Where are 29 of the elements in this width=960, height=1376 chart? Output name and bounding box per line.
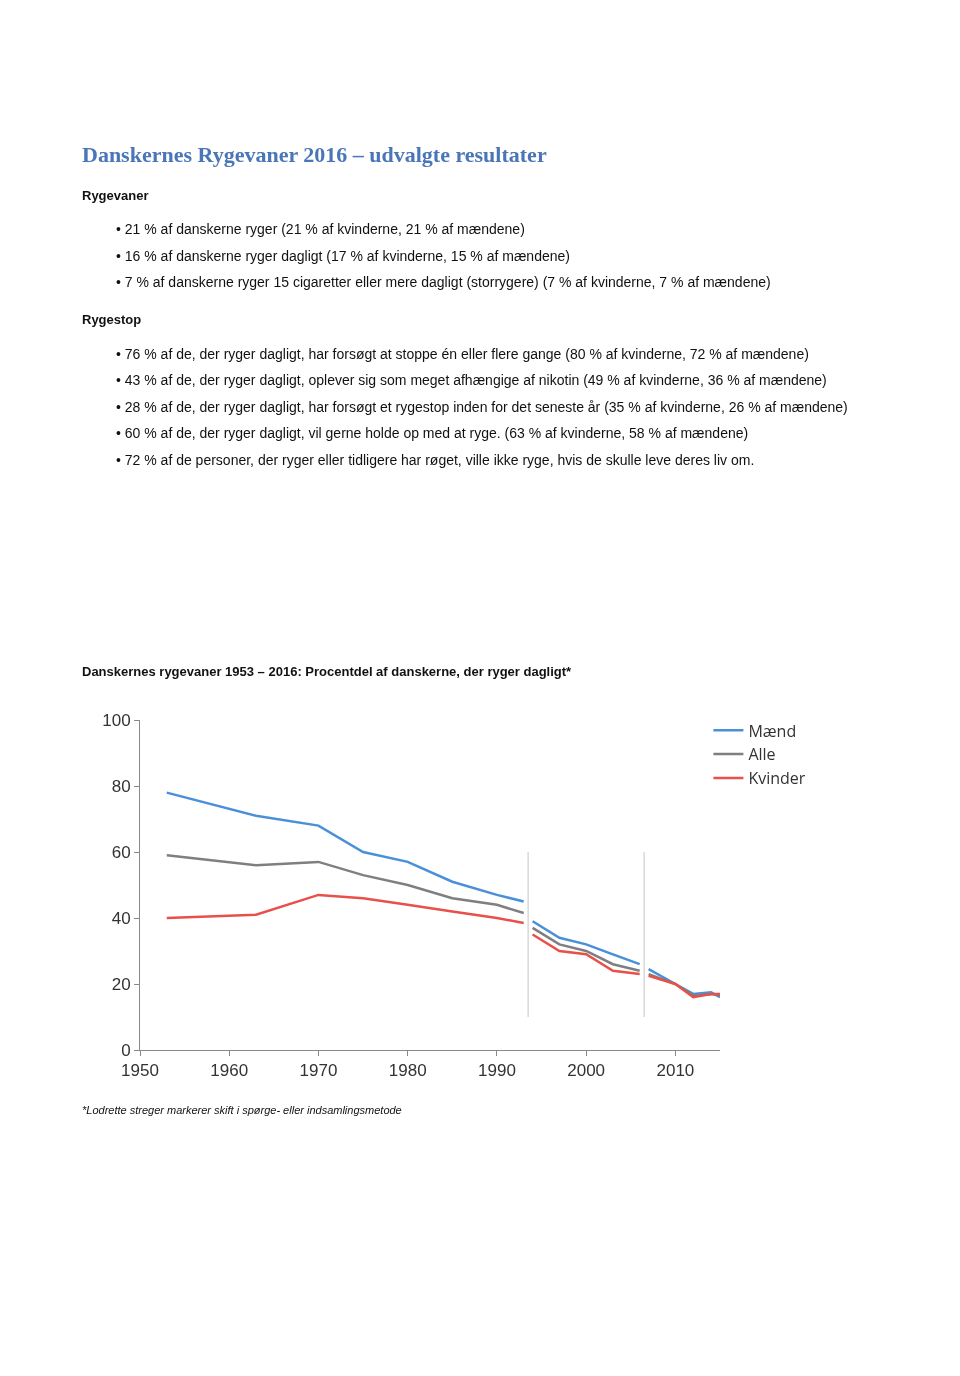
text: Rygevaner: [82, 186, 150, 205]
text: Rygestop: [82, 310, 143, 329]
legend-label: Kvinder: [748, 767, 806, 790]
x-tick-label: 1950: [121, 1061, 159, 1081]
text: • 43 % af de, der ryger dagligt, oplever sig som meget afhængige af nikotin (49 % af kvinderne, 36 % af mændene): [115, 371, 828, 390]
legend-label: Alle: [748, 743, 776, 766]
text: • 60 % af de, der ryger dagligt, vil gerne holde op med at ryge. (63 % af kvinderne, 58 % af mændene): [115, 424, 750, 443]
legend-label: Mænd: [748, 719, 797, 742]
text: • 21 % af danskerne ryger (21 % af kvinderne, 21 % af mændene): [115, 220, 526, 240]
y-tick-label: 20: [111, 974, 131, 994]
x-tick-label: 2000: [567, 1061, 606, 1081]
text: • 76 % af de, der ryger dagligt, har forsøgt at stoppe én eller flere gange (80 % af kvinderne, 72 % af mændene): [115, 344, 810, 364]
text: • 28 % af de, der ryger dagligt, har forsøgt et rygestop inden for det seneste år (35 % af kvinderne, 26 % af mændene): [115, 397, 849, 417]
text: • 72 % af de personer, der ryger eller tidligere har røget, ville ikke ryge, hvis de skulle leve deres liv om.: [115, 450, 756, 470]
x-tick-label: 1990: [478, 1061, 516, 1081]
chart-title: Danskernes rygevaner 1953 – 2016: Procentdel af danskerne, der ryger dagligt*: [82, 664, 572, 679]
x-tick-label: 2010: [656, 1061, 695, 1081]
x-tick-label: 1960: [210, 1061, 249, 1081]
y-tick-label: 0: [121, 1040, 131, 1060]
y-tick-label: 60: [111, 842, 131, 862]
x-tick-label: 1970: [299, 1061, 338, 1081]
y-tick-label: 100: [102, 710, 131, 730]
y-tick-label: 40: [111, 908, 131, 928]
text: *Lodrette streger markerer skift i spørge- eller indsamlingsmetode: [82, 1104, 402, 1116]
x-tick-label: 1980: [388, 1061, 427, 1081]
y-tick-label: 80: [111, 776, 131, 796]
text: Danskernes Rygevaner 2016 – udvalgte resultater: [82, 141, 548, 169]
text: • 7 % af danskerne ryger 15 cigaretter eller mere dagligt (storrygere) (7 % af kvinderne, 7 % af mændene): [115, 273, 772, 293]
text: • 16 % af danskerne ryger dagligt (17 % af kvinderne, 15 % af mændene): [115, 246, 571, 266]
